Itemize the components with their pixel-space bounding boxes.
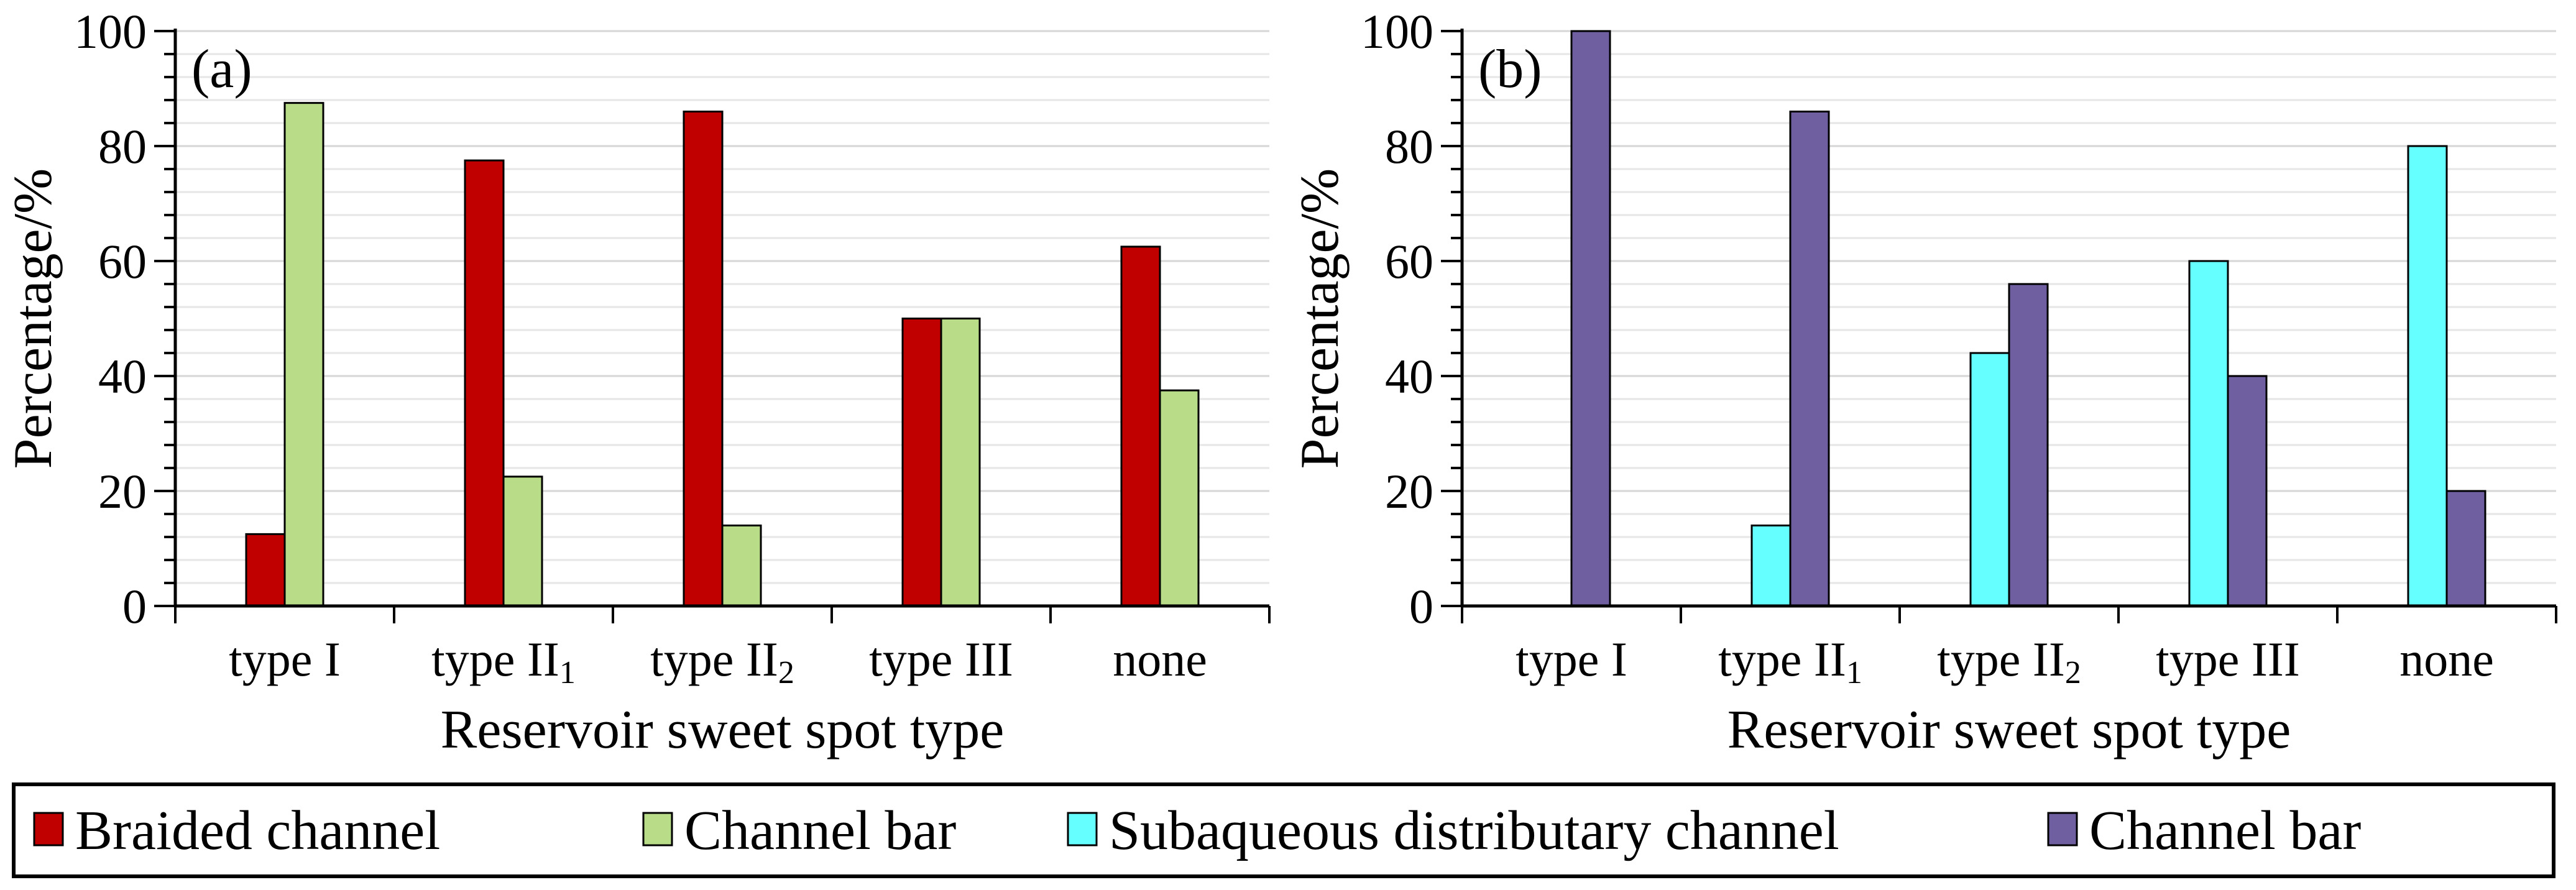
y-tick-label: 100: [1361, 4, 1433, 58]
legend: Braided channel Channel bar Subaqueous dis…: [12, 782, 2555, 878]
bar-a-1-4: [901, 318, 942, 607]
bar-b-1-2: [1750, 525, 1792, 607]
y-tick-label: 0: [122, 579, 147, 633]
legend-label: Channel bar: [2089, 800, 2361, 861]
y-tick-label: 20: [1385, 464, 1433, 518]
x-tick-label: type III: [2156, 632, 2300, 686]
bar-a-1-3: [683, 111, 724, 607]
legend-swatch: [642, 812, 673, 846]
y-tick-label: 60: [98, 234, 147, 288]
bar-b-1-4: [2188, 260, 2229, 607]
x-tick-label: type II1: [1718, 632, 1862, 690]
x-tick-label: type II2: [1937, 632, 2081, 690]
y-tick-label: 60: [1385, 234, 1433, 288]
bar-b-2-5: [2445, 490, 2486, 607]
y-tick-label: 100: [74, 4, 147, 58]
bar-a-2-2: [502, 475, 543, 607]
x-axis-title: Reservoir sweet spot type: [441, 700, 1005, 760]
y-tick-label: 80: [1385, 119, 1433, 173]
bar-b-2-3: [2008, 283, 2049, 607]
bar-a-1-1: [245, 533, 286, 607]
bar-a-1-5: [1120, 245, 1161, 607]
x-tick-label: type I: [229, 632, 341, 686]
bar-a-2-1: [283, 102, 324, 607]
x-tick-label: none: [1113, 632, 1207, 686]
legend-label: Channel bar: [684, 800, 956, 861]
y-tick-label: 40: [98, 349, 147, 403]
bar-a-2-3: [721, 525, 762, 607]
x-tick-label: type II2: [650, 632, 794, 690]
bar-b-2-2: [1789, 111, 1830, 607]
bar-b-2-4: [2227, 375, 2268, 607]
legend-swatch: [33, 812, 64, 846]
legend-swatch: [2047, 812, 2078, 846]
bar-a-2-4: [940, 318, 981, 607]
chart-panel-a: 0 20 40 60 80 100 type I type II1 type II2 type I…: [3, 4, 1271, 760]
legend-label: Braided channel: [75, 800, 440, 861]
y-tick-label: 20: [98, 464, 147, 518]
bar-b-1-3: [1969, 352, 2010, 607]
y-tick-label: 40: [1385, 349, 1433, 403]
x-tick-label: type III: [869, 632, 1013, 686]
bar-b-2-1: [1570, 30, 1611, 607]
y-axis-title: Percentage/%: [3, 168, 63, 469]
y-tick-label: 0: [1409, 579, 1433, 633]
x-tick-label: type I: [1516, 632, 1627, 686]
chart-panel-b: 0 20 40 60 80 100 type I type II1 type II2 type I…: [1290, 4, 2557, 760]
legend-label: Subaqueous distributary channel: [1109, 800, 1839, 861]
x-tick-label: type II1: [431, 632, 576, 690]
x-tick-label: none: [2399, 632, 2494, 686]
panel-label: (a): [191, 39, 252, 99]
panel-label: (b): [1478, 39, 1542, 99]
legend-swatch: [1067, 812, 1098, 846]
bar-a-2-5: [1159, 389, 1200, 607]
y-tick-label: 80: [98, 119, 147, 173]
legend-box: [12, 782, 2555, 878]
bar-a-1-2: [464, 159, 505, 607]
y-axis-title: Percentage/%: [1290, 168, 1350, 469]
x-axis-title: Reservoir sweet spot type: [1727, 700, 2291, 760]
bar-b-1-5: [2407, 145, 2448, 607]
